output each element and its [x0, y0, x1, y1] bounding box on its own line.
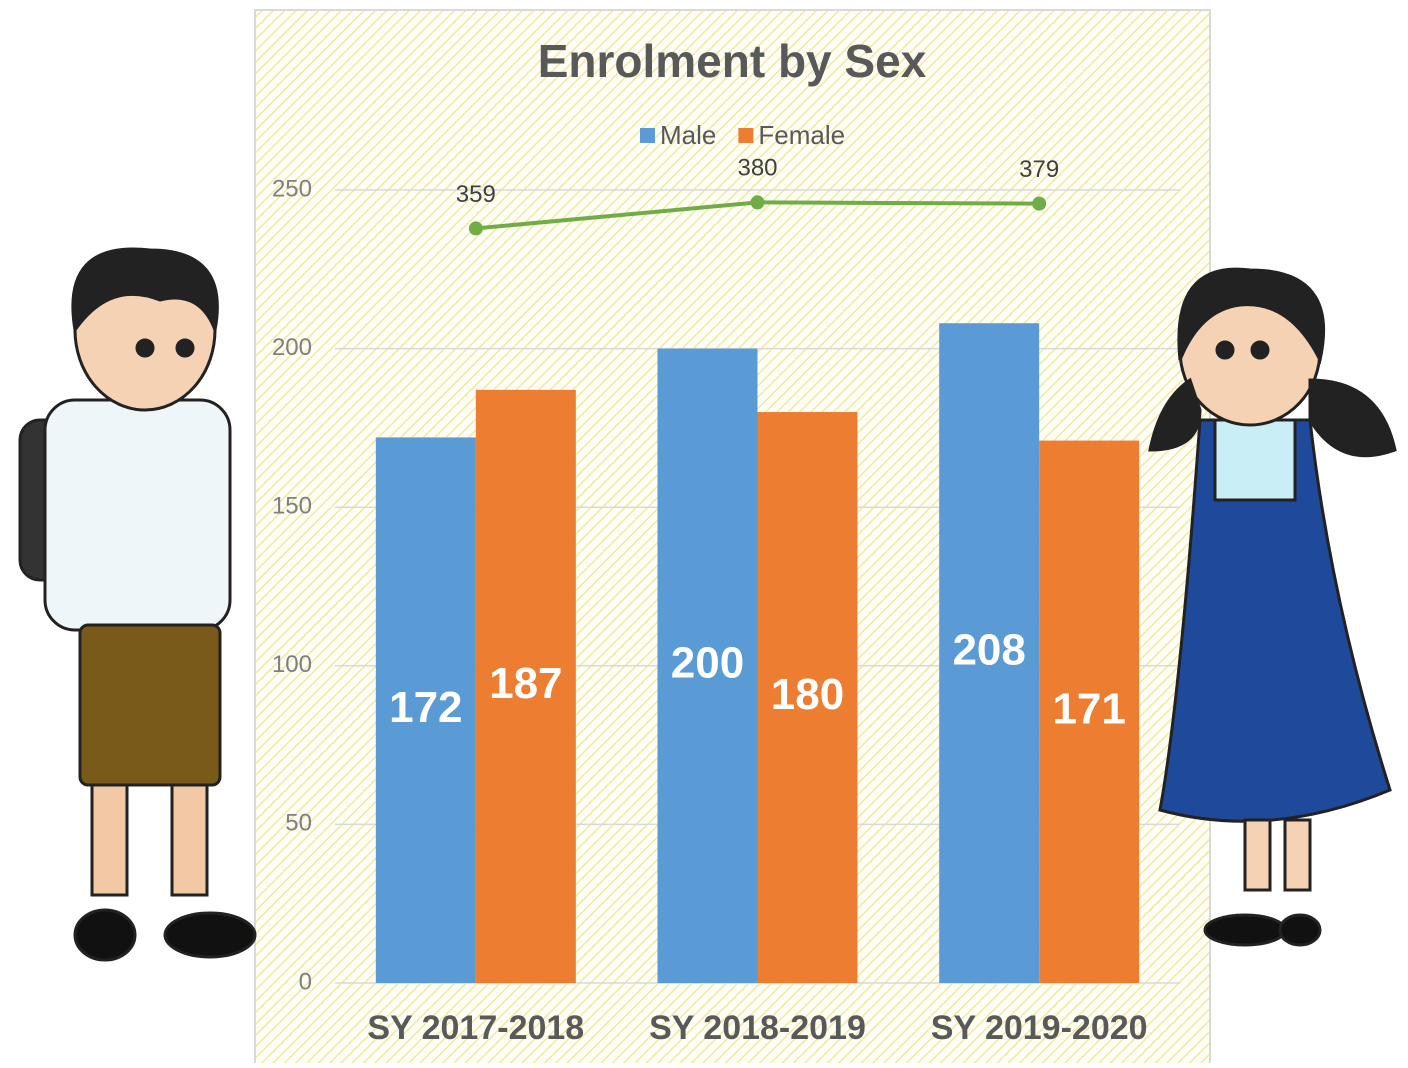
line-point: [1032, 196, 1047, 211]
data-label: 172: [389, 683, 462, 732]
y-tick-label: 250: [272, 175, 312, 202]
data-label: 180: [771, 670, 844, 719]
boy-illustration: [18, 247, 257, 962]
bar: [757, 412, 858, 983]
line-point: [750, 195, 765, 210]
x-tick-label: SY 2017-2018: [367, 1009, 584, 1047]
data-label: 359: [456, 181, 496, 208]
data-label: 171: [1052, 684, 1125, 733]
plot-area: Enrolment by Sex 0 50 100 150 200 250 Male Femal…: [272, 35, 1180, 1047]
x-tick-label: SY 2019-2020: [931, 1009, 1148, 1047]
bar: [1039, 440, 1140, 983]
legend-swatch: [738, 128, 754, 143]
girl-illustration: [1148, 267, 1397, 947]
y-tick-label: 100: [272, 651, 312, 678]
y-tick-label: 50: [285, 810, 312, 837]
bar: [375, 437, 476, 983]
bar: [939, 323, 1040, 983]
data-label: 379: [1019, 156, 1059, 183]
y-tick-label: 200: [272, 334, 312, 361]
legend-swatch: [640, 128, 655, 143]
data-label: 208: [952, 626, 1025, 675]
legend-label: Female: [758, 120, 845, 150]
line-point: [468, 221, 483, 236]
legend-label: Male: [660, 120, 716, 150]
bar: [475, 389, 576, 983]
data-label: 380: [737, 155, 777, 182]
y-tick-label: 0: [299, 968, 312, 995]
chart-title: Enrolment by Sex: [538, 35, 927, 87]
data-label: 200: [671, 638, 744, 687]
x-tick-label: SY 2018-2019: [649, 1009, 866, 1047]
bar: [657, 348, 758, 984]
y-tick-label: 150: [272, 493, 312, 520]
data-label: 187: [489, 659, 562, 708]
